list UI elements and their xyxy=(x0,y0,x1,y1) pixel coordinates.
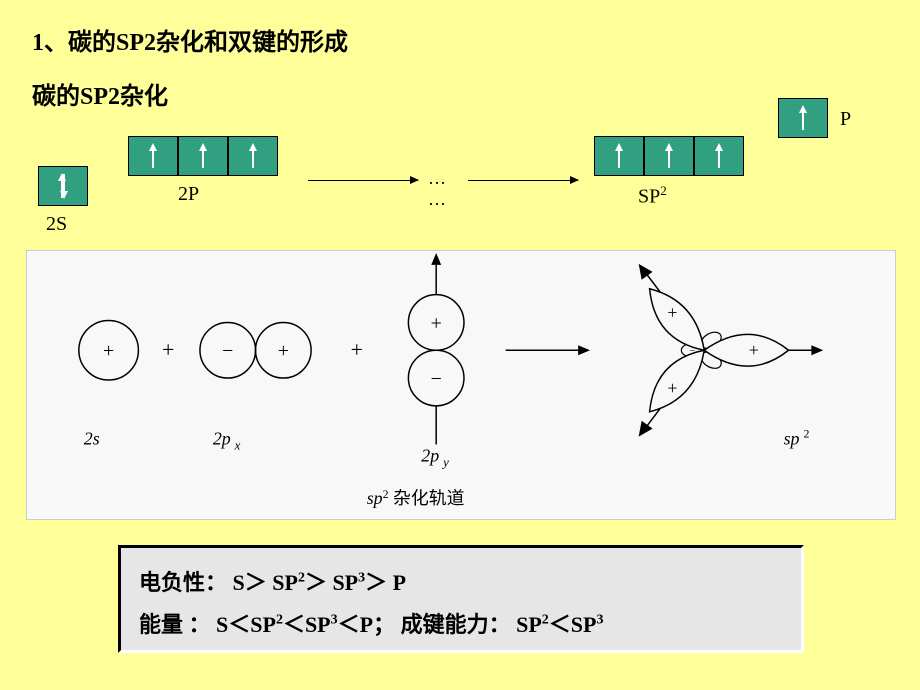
electronegativity-line: 电负性： S＞ SP2＞ SP3＞ P xyxy=(139,562,783,604)
label-2p: 2P xyxy=(178,183,199,206)
svg-text:sp2 杂化轨道: sp2 杂化轨道 xyxy=(367,487,465,508)
svg-text:y: y xyxy=(441,455,449,469)
label-sp2: SP2 xyxy=(638,183,667,209)
summary-box: 电负性： S＞ SP2＞ SP3＞ P 能量 ： S＜SP2＜SP3＜P； 成键… xyxy=(118,545,804,653)
svg-text:+: + xyxy=(162,338,174,362)
orbital-box xyxy=(38,166,88,206)
svg-text:+: + xyxy=(103,340,114,362)
dots-text: … xyxy=(428,189,446,210)
dots-text: … xyxy=(428,168,446,189)
transition-arrow-icon xyxy=(468,180,578,181)
label-p: P xyxy=(840,108,851,131)
orbital-p-group xyxy=(778,98,828,138)
svg-text:2s: 2s xyxy=(84,429,100,449)
orbital-2p-group xyxy=(128,136,278,176)
orbital-box xyxy=(228,136,278,176)
svg-text:−: − xyxy=(431,368,442,390)
svg-text:+: + xyxy=(351,338,363,362)
orbital-2s-group xyxy=(38,166,88,206)
svg-text:+: + xyxy=(431,312,442,334)
svg-text:2: 2 xyxy=(803,427,809,441)
svg-text:2p: 2p xyxy=(421,445,439,465)
orbital-box xyxy=(178,136,228,176)
svg-text:+: + xyxy=(278,340,289,362)
energy-label: 能量 ： xyxy=(139,612,211,637)
orbital-box-row: 2S 2P … … SP2 P xyxy=(38,98,898,228)
bond-label: 成键能力： xyxy=(401,612,511,637)
energy-line: 能量 ： S＜SP2＜SP3＜P； 成键能力： SP2＜SP3 xyxy=(139,604,783,646)
orbital-diagram: + 2s + − + 2p x + + − 2p y xyxy=(26,250,896,520)
orbital-box xyxy=(128,136,178,176)
orbital-box xyxy=(644,136,694,176)
orbital-diagram-svg: + 2s + − + 2p x + + − 2p y xyxy=(27,251,895,519)
orbital-sp2-group xyxy=(594,136,744,176)
svg-text:2p: 2p xyxy=(213,429,231,449)
en-label: 电负性： xyxy=(139,570,227,595)
orbital-box xyxy=(778,98,828,138)
svg-text:+: + xyxy=(667,302,677,322)
transition-arrow-icon xyxy=(308,180,418,181)
orbital-box xyxy=(694,136,744,176)
svg-text:+: + xyxy=(667,378,677,398)
svg-text:+: + xyxy=(749,340,759,360)
label-2s: 2S xyxy=(46,213,67,236)
svg-text:x: x xyxy=(234,439,241,453)
orbital-box xyxy=(594,136,644,176)
title-main: 1、碳的SP2杂化和双键的形成 xyxy=(32,22,348,57)
svg-text:sp: sp xyxy=(784,429,800,449)
transition-dots: … … xyxy=(428,168,446,210)
svg-text:−: − xyxy=(222,340,233,362)
